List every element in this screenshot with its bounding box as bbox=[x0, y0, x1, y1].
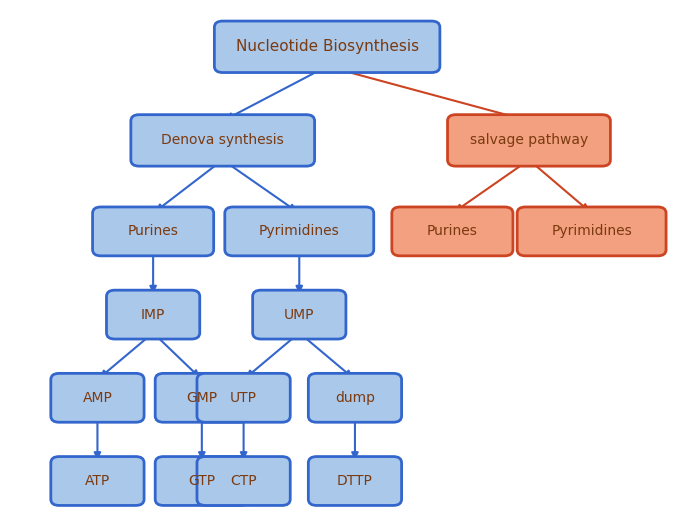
FancyBboxPatch shape bbox=[106, 290, 200, 339]
FancyBboxPatch shape bbox=[448, 115, 610, 166]
Text: dump: dump bbox=[335, 391, 375, 405]
FancyBboxPatch shape bbox=[197, 373, 290, 422]
FancyBboxPatch shape bbox=[155, 457, 248, 505]
FancyBboxPatch shape bbox=[214, 21, 440, 72]
FancyBboxPatch shape bbox=[253, 290, 346, 339]
Text: AMP: AMP bbox=[83, 391, 112, 405]
Text: DTTP: DTTP bbox=[337, 474, 373, 488]
FancyBboxPatch shape bbox=[93, 207, 214, 256]
FancyBboxPatch shape bbox=[308, 373, 402, 422]
Text: Nucleotide Biosynthesis: Nucleotide Biosynthesis bbox=[235, 40, 419, 54]
FancyBboxPatch shape bbox=[51, 457, 144, 505]
FancyBboxPatch shape bbox=[517, 207, 666, 256]
Text: UMP: UMP bbox=[284, 308, 315, 321]
FancyBboxPatch shape bbox=[308, 457, 402, 505]
Text: GMP: GMP bbox=[187, 391, 217, 405]
Text: UTP: UTP bbox=[230, 391, 257, 405]
Text: IMP: IMP bbox=[141, 308, 166, 321]
FancyBboxPatch shape bbox=[197, 457, 290, 505]
FancyBboxPatch shape bbox=[392, 207, 513, 256]
Text: Purines: Purines bbox=[127, 225, 179, 238]
Text: ATP: ATP bbox=[85, 474, 110, 488]
Text: Pyrimidines: Pyrimidines bbox=[551, 225, 632, 238]
Text: GTP: GTP bbox=[189, 474, 215, 488]
Text: Pyrimidines: Pyrimidines bbox=[259, 225, 340, 238]
Text: salvage pathway: salvage pathway bbox=[470, 134, 588, 147]
FancyBboxPatch shape bbox=[131, 115, 315, 166]
Text: CTP: CTP bbox=[230, 474, 257, 488]
Text: Denova synthesis: Denova synthesis bbox=[161, 134, 284, 147]
FancyBboxPatch shape bbox=[225, 207, 374, 256]
Text: Purines: Purines bbox=[427, 225, 478, 238]
FancyBboxPatch shape bbox=[155, 373, 248, 422]
FancyBboxPatch shape bbox=[51, 373, 144, 422]
